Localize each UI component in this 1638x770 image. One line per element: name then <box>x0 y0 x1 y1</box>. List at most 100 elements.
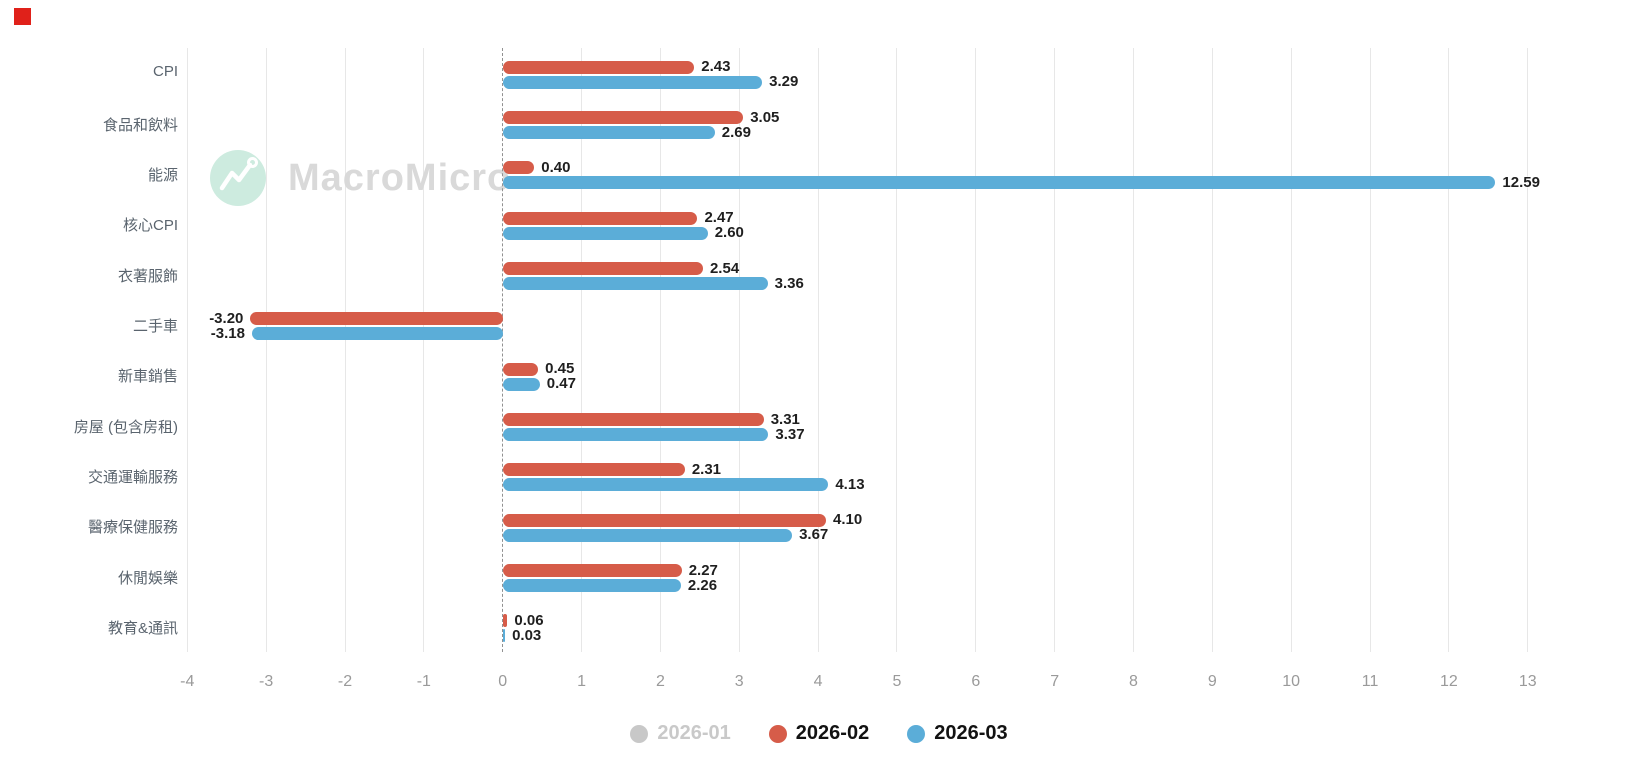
gridline <box>1448 48 1450 652</box>
bar-value-label: 3.37 <box>775 425 805 443</box>
category-label: 核心CPI <box>122 217 178 235</box>
watermark-text: MacroMicro <box>288 156 512 199</box>
category-label: 能源 <box>147 166 178 184</box>
bar-2026-02[interactable] <box>502 362 539 376</box>
legend-label: 2026-03 <box>934 722 1008 744</box>
title-bullet-red-square <box>14 8 31 25</box>
x-axis-tick-label: 10 <box>1282 673 1301 690</box>
x-axis-tick-label: 5 <box>892 673 902 690</box>
x-axis-tick-label: 9 <box>1207 673 1217 690</box>
legend-dot-icon <box>907 724 926 743</box>
bar-2026-03[interactable] <box>502 126 715 139</box>
bar-2026-02[interactable] <box>250 312 503 326</box>
bar-2026-03[interactable] <box>502 428 769 441</box>
category-label: 房屋 (包含房租) <box>73 418 178 436</box>
bar-2026-02[interactable] <box>502 161 535 175</box>
gridline <box>1369 48 1371 652</box>
legend-label: 2026-01 <box>657 722 731 744</box>
bar-2026-02[interactable] <box>502 513 826 527</box>
bar-2026-02[interactable] <box>502 614 508 628</box>
gridline <box>659 48 661 652</box>
bar-2026-03[interactable] <box>502 377 540 391</box>
bar-value-label: 2.43 <box>701 58 731 76</box>
macromicro-logo-icon <box>210 150 266 206</box>
bar-value-label: 2.69 <box>721 123 751 141</box>
bar-2026-02[interactable] <box>502 564 682 577</box>
x-axis-tick-label: 12 <box>1439 673 1458 690</box>
bar-value-label: 2.31 <box>691 460 722 478</box>
category-label: 教育&通訊 <box>107 619 178 637</box>
bar-2026-03[interactable] <box>502 478 829 492</box>
bar-value-label: 2.60 <box>714 224 744 242</box>
bar-value-label: 3.05 <box>750 108 780 126</box>
category-label: 二手車 <box>132 317 178 335</box>
bar-2026-02[interactable] <box>502 211 698 225</box>
x-axis-tick-label: -2 <box>337 673 353 690</box>
bar-value-label: 3.36 <box>774 274 804 292</box>
gridline <box>1054 48 1056 652</box>
gridline <box>265 48 267 652</box>
x-axis-tick-label: 4 <box>813 673 823 690</box>
x-axis-tick-label: 2 <box>655 673 665 690</box>
gridline <box>1133 48 1134 652</box>
bar-2026-03[interactable] <box>502 528 793 542</box>
x-axis-tick-label: -4 <box>180 673 195 690</box>
bar-2026-02[interactable] <box>502 262 703 275</box>
bar-2026-03[interactable] <box>502 579 681 592</box>
bar-2026-03[interactable] <box>251 327 503 341</box>
x-axis-tick-label: -3 <box>259 673 274 690</box>
gridline <box>1527 48 1529 652</box>
legend-dot-icon <box>630 724 649 743</box>
bar-2026-03[interactable] <box>502 75 763 89</box>
category-label: 休閒娛樂 <box>117 569 178 587</box>
x-axis-tick-label: 7 <box>1050 673 1060 690</box>
bar-2026-02[interactable] <box>502 463 685 477</box>
x-axis-tick-label: 8 <box>1129 673 1138 690</box>
bar-value-label: -3.18 <box>210 324 245 342</box>
bar-2026-03[interactable] <box>502 176 1496 190</box>
chart-legend: 2026-01 2026-02 2026-03 <box>0 722 1638 745</box>
zero-axis-line <box>502 48 504 652</box>
legend-item-2026-02[interactable]: 2026-02 <box>768 722 870 745</box>
legend-label: 2026-02 <box>795 722 870 744</box>
bar-value-label: 2.47 <box>704 209 734 227</box>
bar-value-label: 3.67 <box>799 526 829 544</box>
bar-2026-02[interactable] <box>502 60 695 74</box>
gridline <box>975 48 977 652</box>
bar-value-label: 4.10 <box>832 511 863 529</box>
category-label: 食品和飲料 <box>102 116 178 134</box>
gridline <box>344 48 346 652</box>
x-axis-tick-label: -1 <box>416 673 431 690</box>
bar-value-label: 2.27 <box>688 561 718 579</box>
bar-2026-02[interactable] <box>502 111 744 124</box>
category-label: 交通運輸服務 <box>87 468 178 486</box>
bar-value-label: 2.54 <box>709 259 740 277</box>
bar-2026-03[interactable] <box>502 277 768 290</box>
watermark: MacroMicro <box>210 150 511 206</box>
x-axis-tick-label: 6 <box>971 673 981 690</box>
bar-value-label: 4.13 <box>835 475 865 493</box>
legend-dot-icon <box>768 724 787 743</box>
bar-value-label: 0.45 <box>545 360 575 378</box>
bar-value-label: 0.40 <box>541 158 571 176</box>
category-label: 醫療保健服務 <box>87 519 178 537</box>
gridline <box>1290 48 1292 652</box>
legend-item-2026-01[interactable]: 2026-01 <box>630 722 731 745</box>
gridline <box>817 48 819 652</box>
x-axis-tick-label: 0 <box>498 673 508 690</box>
legend-item-2026-03[interactable]: 2026-03 <box>907 722 1008 745</box>
bar-value-label: 0.06 <box>514 611 544 629</box>
bar-2026-03[interactable] <box>502 629 506 643</box>
bar-value-label: 2.26 <box>687 576 718 594</box>
bar-value-label: 0.47 <box>546 375 576 393</box>
bar-value-label: 12.59 <box>1502 173 1540 191</box>
bar-2026-02[interactable] <box>502 413 764 426</box>
gridline <box>1211 48 1213 652</box>
bar-value-label: 3.29 <box>769 73 799 91</box>
bar-2026-03[interactable] <box>502 226 708 240</box>
x-axis-tick-label: 11 <box>1361 673 1379 690</box>
bar-value-label: 3.31 <box>770 410 800 428</box>
x-axis-tick-label: 13 <box>1518 673 1537 690</box>
bar-value-label: 0.03 <box>512 626 542 644</box>
